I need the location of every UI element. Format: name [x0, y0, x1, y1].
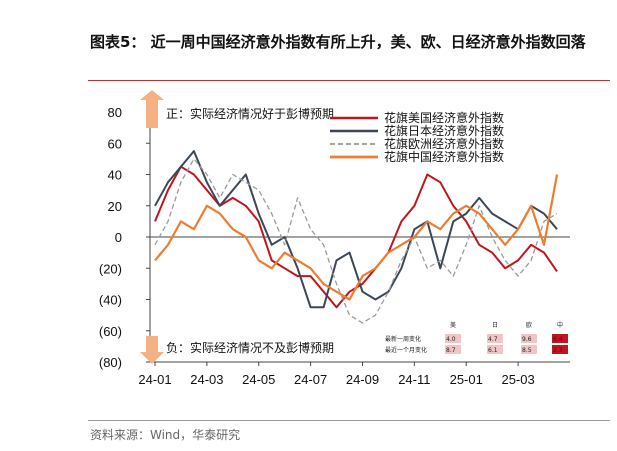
table-cell-bg — [552, 345, 568, 354]
table-cell-value: 2.3 — [553, 347, 563, 354]
series-lines — [154, 150, 559, 324]
table-row-label: 最近一个月变化 — [385, 346, 427, 354]
table-cell-bg — [521, 334, 537, 343]
x-tick-label: 25-03 — [501, 372, 534, 387]
table-cell-bg — [521, 345, 537, 354]
y-tick-label: 40 — [108, 168, 122, 183]
table-cell-value: 8.5 — [522, 347, 532, 354]
table-cell-value: 8.7 — [446, 347, 456, 354]
legend-label-cn: 花旗中国经济意外指数 — [384, 149, 504, 164]
footer-rule — [88, 420, 610, 421]
x-tick-label: 24-09 — [346, 372, 379, 387]
down-arrow-icon — [140, 336, 164, 364]
y-tick-label: 20 — [108, 199, 122, 214]
negative-note: 负：实际经济情况不及彭博预期 — [166, 340, 334, 355]
chart-title: 图表5： 近一周中国经济意外指数有所上升，美、欧、日经济意外指数回落 — [90, 33, 586, 51]
x-tick-labels: 24-01 24-03 24-05 24-07 24-09 24-11 25-01 25-03 — [138, 362, 535, 387]
positive-note: 正：实际经济情况好于彭博预期 — [166, 106, 334, 121]
table-cell-value: 4.7 — [488, 336, 498, 343]
y-tick-label: 60 — [108, 136, 122, 151]
y-tick-label: (80) — [99, 355, 122, 370]
x-tick-label: 24-07 — [294, 372, 327, 387]
source-note: 资料来源：Wind，华泰研究 — [90, 428, 241, 442]
y-tick-label: (20) — [99, 261, 122, 276]
table-row-label: 最新一周变化 — [385, 335, 421, 343]
y-tick-label: (40) — [99, 293, 122, 308]
y-tick-label: 0 — [115, 230, 122, 245]
y-tick-label: (60) — [99, 324, 122, 339]
table-cell-value: 9.6 — [522, 336, 532, 343]
table-cell-bg — [487, 345, 503, 354]
x-tick-label: 24-05 — [242, 372, 275, 387]
x-tick-label: 24-03 — [190, 372, 223, 387]
table-cell-value: 6.4 — [553, 336, 563, 343]
legend-label-us: 花旗美国经济意外指数 — [384, 110, 504, 125]
legend-label-jp: 花旗日本经济意外指数 — [384, 123, 504, 138]
series-line-eu — [154, 158, 558, 324]
table-cell-bg — [487, 334, 503, 343]
up-arrow-icon — [140, 90, 164, 128]
table-cell-bg — [552, 334, 568, 343]
table-cell-bg — [445, 345, 461, 354]
table-col-header: 日 — [492, 322, 498, 329]
y-tick-label: 80 — [108, 105, 122, 120]
series-line-jp — [154, 150, 558, 309]
table-cell-bg — [445, 334, 461, 343]
table-col-header: 美 — [450, 321, 456, 329]
table-cell-value: 4.0 — [446, 336, 456, 343]
series-line-cn — [154, 174, 559, 301]
y-tick-labels: 80 60 40 20 0 (20) (40) (60) (80) — [99, 105, 150, 370]
legend-label-eu: 花旗欧洲经济意外指数 — [384, 136, 504, 151]
table-col-header: 中 — [557, 321, 563, 329]
x-tick-label: 24-11 — [398, 372, 430, 387]
title-rule — [88, 80, 610, 81]
x-tick-label: 24-01 — [138, 372, 171, 387]
table-cell-value: 6.1 — [488, 347, 498, 354]
x-tick-label: 25-01 — [450, 372, 483, 387]
table-col-header: 欧 — [526, 321, 532, 329]
